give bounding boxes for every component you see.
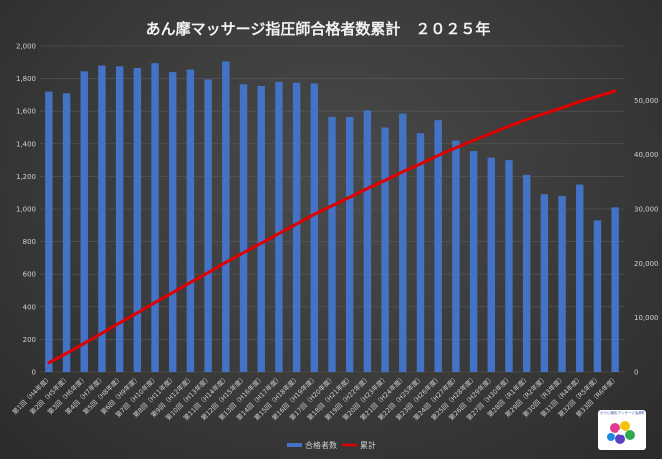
- bar: [576, 184, 584, 372]
- line-point: [278, 232, 280, 235]
- y-right-tick-label: 30,000: [634, 206, 659, 214]
- line-point: [242, 251, 245, 254]
- bar: [98, 65, 106, 372]
- bar: [115, 66, 124, 372]
- y-left-tick-label: 600: [23, 271, 36, 279]
- y-left-tick-label: 2,000: [16, 43, 36, 51]
- line-point: [455, 146, 457, 149]
- legend: 合格者数 累計: [287, 440, 376, 450]
- line-series: [47, 89, 617, 365]
- bar-series: [45, 61, 619, 373]
- line-point: [419, 163, 422, 165]
- bar: [487, 157, 495, 372]
- line-point: [295, 223, 298, 225]
- bar: [62, 93, 71, 373]
- y-right-tick-label: 10,000: [634, 314, 659, 322]
- y-axis-right: 0 10,000 20,000 30,000 40,000 50,000: [634, 97, 659, 377]
- y-right-tick-label: 40,000: [634, 151, 659, 159]
- bar: [522, 174, 531, 372]
- line-point: [596, 95, 599, 98]
- x-axis: 第1回（H4年度）第2回（H5年度）第3回（H6年度）第4回（H7年度）第5回（…: [10, 373, 620, 422]
- y-right-tick-label: 20,000: [634, 260, 659, 268]
- line-point: [313, 213, 316, 216]
- line-point: [508, 125, 510, 127]
- bar: [151, 63, 159, 373]
- bar: [204, 79, 212, 372]
- bar: [399, 113, 407, 373]
- bar: [310, 83, 319, 373]
- logo-text: かうい鍼灸マッサージ治療院: [600, 411, 644, 415]
- line-point: [348, 196, 351, 199]
- bar: [169, 72, 177, 372]
- y-left-tick-label: 800: [23, 238, 36, 246]
- line-point: [189, 281, 192, 284]
- line-point: [83, 342, 86, 345]
- line-point: [65, 352, 68, 355]
- line-point: [154, 301, 156, 304]
- y-left-tick-label: 1,600: [16, 108, 36, 116]
- line-point: [331, 204, 333, 207]
- bar: [133, 68, 142, 372]
- bar: [434, 120, 442, 372]
- line-point: [614, 90, 616, 92]
- line-point: [472, 139, 475, 142]
- y-left-tick-label: 1,400: [16, 140, 36, 148]
- legend-label-bars: 合格者数: [305, 440, 337, 450]
- bar: [257, 85, 265, 372]
- line-point: [118, 322, 121, 324]
- bar: [416, 133, 425, 372]
- chart-title: あん摩マッサージ指圧師合格者数累計 ２０２５年: [146, 20, 491, 38]
- line-point: [101, 332, 103, 334]
- line-point: [525, 118, 528, 121]
- y-left-tick-label: 200: [23, 336, 36, 344]
- line-point: [225, 261, 227, 264]
- y-left-tick-label: 0: [32, 369, 36, 377]
- y-left-tick-label: 1,000: [16, 206, 36, 214]
- line-point: [171, 291, 174, 294]
- legend-swatch-bars: [287, 443, 302, 447]
- line-point: [401, 170, 404, 173]
- bar: [452, 140, 460, 372]
- bar: [381, 127, 389, 372]
- line-point: [260, 242, 263, 245]
- bar: [275, 81, 283, 373]
- bar: [558, 195, 566, 372]
- bar: [363, 110, 372, 372]
- legend-label-line: 累計: [360, 440, 376, 450]
- bar: [505, 160, 513, 372]
- y-right-tick-label: 0: [634, 369, 638, 377]
- line-point: [207, 271, 209, 274]
- y-right-tick-label: 50,000: [634, 97, 659, 105]
- bar: [611, 207, 619, 372]
- flower-logo-icon: [607, 421, 635, 444]
- bar: [345, 116, 354, 372]
- bar: [540, 194, 549, 372]
- line-point: [578, 100, 581, 103]
- line-point: [543, 112, 546, 115]
- bar: [80, 71, 88, 372]
- clinic-logo: かうい鍼灸マッサージ治療院: [598, 410, 646, 450]
- bar: [292, 82, 301, 373]
- bar: [239, 84, 248, 373]
- line-point: [437, 154, 439, 157]
- bar: [45, 91, 53, 372]
- line-point: [384, 179, 386, 182]
- bar: [222, 61, 230, 373]
- bar: [328, 116, 336, 372]
- y-left-tick-label: 1,200: [16, 173, 36, 181]
- y-left-tick-label: 1,800: [16, 75, 36, 83]
- line-point: [136, 312, 139, 314]
- line-point: [490, 132, 493, 135]
- line-point: [48, 361, 50, 364]
- bar: [469, 151, 478, 372]
- line-point: [561, 106, 563, 109]
- bar: [186, 69, 195, 372]
- y-axis-left: 0 200 400 600 800 1,000 1,200 1,400 1,600 1,800 2,…: [16, 43, 36, 377]
- bar: [593, 220, 602, 372]
- line-point: [366, 187, 369, 190]
- y-left-tick-label: 400: [23, 303, 36, 311]
